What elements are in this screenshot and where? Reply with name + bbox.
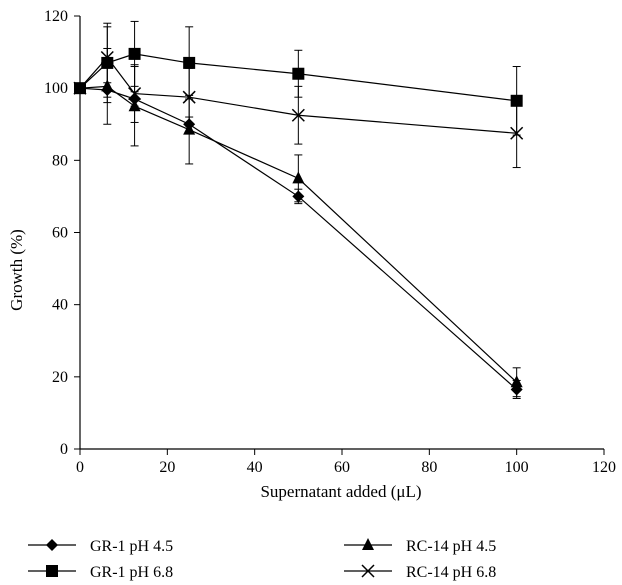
y-tick-label: 20 <box>52 369 68 386</box>
legend-item-rc-14-ph-6-8: RC-14 pH 6.8 <box>344 564 496 581</box>
legend: GR-1 pH 4.5 GR-1 pH 6.8 RC-14 pH 4.5 RC-14 … <box>28 538 496 581</box>
data-point <box>510 375 523 388</box>
x-axis-title: Supernatant added (μL) <box>260 482 421 501</box>
data-point <box>291 108 305 122</box>
legend-label: GR-1 pH 4.5 <box>90 538 173 555</box>
legend-marker <box>361 564 375 578</box>
x-tick-label: 120 <box>592 459 616 476</box>
legend-item-gr-1-ph-4-5: GR-1 pH 4.5 <box>28 538 173 555</box>
data-point <box>183 56 196 69</box>
x-tick-label: 60 <box>334 459 350 476</box>
y-tick-label: 100 <box>44 80 68 97</box>
data-point <box>292 171 305 184</box>
y-axis-title: Growth (%) <box>7 229 26 311</box>
legend-item-rc-14-ph-4-5: RC-14 pH 4.5 <box>344 538 496 555</box>
y-tick-label: 40 <box>52 297 68 314</box>
data-point <box>73 81 87 95</box>
x-tick-label: 20 <box>159 459 175 476</box>
chart-axes: 0 20 40 60 80 100 120 0 20 40 60 80 100 120 <box>44 8 616 476</box>
marker-stroke <box>510 126 524 140</box>
marker-stroke <box>73 81 87 95</box>
marker-stroke <box>100 50 114 65</box>
x-tick-label: 40 <box>247 459 263 476</box>
legend-marker <box>46 565 58 577</box>
marker-stroke <box>361 564 375 578</box>
x-tick-label: 80 <box>421 459 437 476</box>
data-point <box>182 90 196 104</box>
legend-label: GR-1 pH 6.8 <box>90 564 173 581</box>
legend-label: RC-14 pH 4.5 <box>406 538 496 555</box>
y-tick-label: 80 <box>52 152 68 169</box>
data-point <box>100 50 114 65</box>
marker-stroke <box>182 90 196 104</box>
chart-series <box>73 20 524 399</box>
x-tick-label: 0 <box>76 459 84 476</box>
x-tick-label: 100 <box>505 459 529 476</box>
series-rc-14-ph-6-8 <box>73 26 524 169</box>
y-tick-label: 0 <box>60 441 68 458</box>
legend-item-gr-1-ph-6-8: GR-1 pH 6.8 <box>28 564 173 581</box>
data-point <box>510 126 524 140</box>
marker-stroke <box>128 87 142 101</box>
series-line <box>79 85 518 383</box>
data-point <box>128 87 142 101</box>
legend-marker <box>362 538 374 550</box>
legend-marker <box>46 539 58 551</box>
data-point <box>292 67 305 80</box>
y-tick-label: 60 <box>52 225 68 242</box>
data-point <box>183 122 196 135</box>
marker-stroke <box>291 108 305 122</box>
data-point <box>128 47 141 60</box>
y-tick-label: 120 <box>44 8 68 25</box>
legend-label: RC-14 pH 6.8 <box>406 564 496 581</box>
